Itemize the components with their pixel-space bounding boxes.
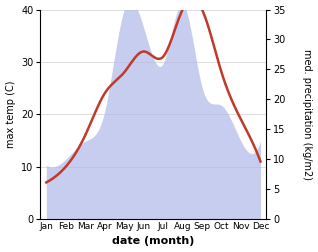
Y-axis label: max temp (C): max temp (C) xyxy=(5,81,16,148)
Y-axis label: med. precipitation (kg/m2): med. precipitation (kg/m2) xyxy=(302,49,313,180)
X-axis label: date (month): date (month) xyxy=(112,236,195,246)
